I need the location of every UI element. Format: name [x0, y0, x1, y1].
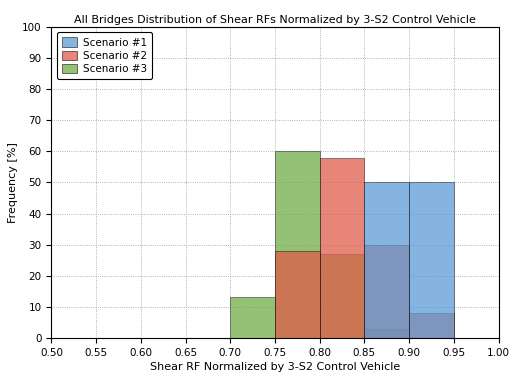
- Bar: [409, 313, 454, 338]
- Title: All Bridges Distribution of Shear RFs Normalized by 3-S2 Control Vehicle: All Bridges Distribution of Shear RFs No…: [74, 15, 476, 25]
- Bar: [364, 182, 409, 338]
- Legend: Scenario #1, Scenario #2, Scenario #3: Scenario #1, Scenario #2, Scenario #3: [57, 32, 152, 79]
- Bar: [409, 182, 454, 338]
- X-axis label: Shear RF Normalized by 3-S2 Control Vehicle: Shear RF Normalized by 3-S2 Control Vehi…: [150, 362, 400, 372]
- Bar: [320, 254, 364, 338]
- Bar: [364, 329, 409, 338]
- Bar: [275, 251, 320, 338]
- Bar: [364, 245, 409, 338]
- Bar: [275, 151, 320, 338]
- Bar: [320, 157, 364, 338]
- Y-axis label: Frequency [%]: Frequency [%]: [8, 142, 18, 223]
- Bar: [230, 298, 275, 338]
